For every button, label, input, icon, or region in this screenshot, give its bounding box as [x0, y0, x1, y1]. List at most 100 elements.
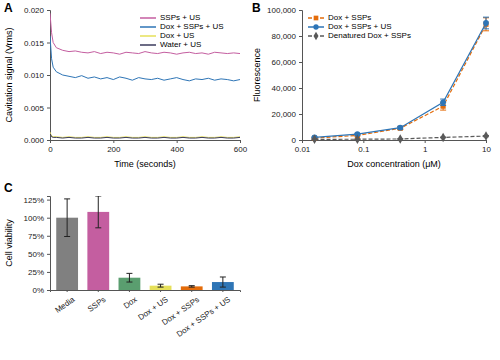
tick-mark	[299, 114, 302, 115]
tick-mark	[191, 290, 192, 292]
tick-mark	[299, 140, 302, 141]
tick-mark	[47, 200, 50, 201]
tick: 10	[482, 140, 491, 154]
axis-line	[303, 141, 487, 144]
legend-item: Dox + SSPs + US	[140, 22, 224, 31]
legend-item: SSPs + US	[140, 13, 200, 22]
tick-mark	[299, 36, 302, 37]
tick: 125%	[24, 196, 50, 205]
tick-label: 50%	[28, 250, 44, 259]
tick: 75%	[28, 232, 50, 241]
tick-mark	[47, 108, 50, 109]
panel-label: B	[252, 1, 261, 15]
series-line	[315, 24, 486, 138]
tick-label: Media	[53, 295, 76, 315]
tick: 1	[423, 140, 428, 154]
tick: 0.015	[24, 39, 50, 48]
tick-label: 0	[48, 145, 53, 154]
tick-mark	[240, 140, 241, 143]
legend-label: Water + US	[160, 40, 201, 49]
tick: 0.01	[295, 140, 311, 154]
panel-label: C	[4, 181, 13, 195]
tick-mark	[299, 62, 302, 63]
series-line	[315, 23, 486, 137]
tick-label: 80,000	[272, 32, 297, 41]
tick-label: Dox + SSPs + US	[175, 295, 232, 339]
y-axis-title: Cavitation signal (Vrms)	[4, 27, 14, 122]
tick: 0.010	[24, 71, 50, 80]
tick-mark	[47, 75, 50, 76]
series-line	[50, 13, 240, 54]
tick: 200	[107, 140, 121, 154]
plot-area	[56, 196, 234, 290]
tick: 100%	[24, 214, 50, 223]
tick: Dox	[122, 290, 139, 311]
tick-label: 0%	[32, 286, 44, 295]
axis: MediaSSPsDoxDox + USDox + SSPsDox + SSPs…	[51, 290, 241, 339]
tick: 0.005	[24, 104, 50, 113]
tick-mark	[67, 290, 68, 292]
tick: 20,000	[272, 110, 302, 119]
tick-label: 1	[423, 145, 428, 154]
legend-item: Dox + SSPs	[308, 13, 371, 22]
legend-item: Water + US	[140, 40, 201, 49]
tick: 0.1	[358, 140, 370, 154]
legend: Dox + SSPsDox + SSPs + USDenatured Dox +…	[308, 13, 411, 40]
figure: 02004006000.0000.0050.0100.0150.020SSPs …	[0, 0, 500, 360]
series-line	[50, 134, 240, 139]
legend-label: Dox + SSPs + US	[160, 22, 224, 31]
y-axis-title: Cell viability	[4, 219, 14, 267]
tick-mark	[113, 140, 114, 143]
tick-label: 0.010	[24, 71, 45, 80]
tick: 600	[234, 140, 248, 154]
legend-label: Dox + US	[160, 31, 194, 40]
point	[355, 134, 360, 143]
tick-label: 0	[292, 136, 297, 145]
tick: 0.020	[24, 6, 50, 15]
tick-label: 200	[107, 145, 121, 154]
axis-line	[47, 11, 51, 141]
axis: 0.000 0.005 0.010 0.015 0.020	[24, 6, 51, 145]
tick-mark	[129, 290, 130, 292]
tick: 80,000	[272, 32, 302, 41]
tick: 0	[48, 140, 53, 154]
tick-mark	[47, 254, 50, 255]
tick-label: 125%	[24, 196, 44, 205]
x-axis-title: Dox concentration (μM)	[347, 159, 441, 169]
axis-line	[51, 141, 241, 144]
tick: 0%	[32, 286, 50, 295]
plot-area	[312, 17, 489, 144]
axis-line	[47, 197, 51, 291]
tick: Dox + SSPs + US	[175, 290, 232, 339]
tick-label: 40,000	[272, 84, 297, 93]
tick-mark	[47, 272, 50, 273]
legend-label: SSPs + US	[160, 13, 200, 22]
tick-mark	[47, 140, 50, 141]
series-line	[50, 36, 240, 81]
error-bar	[126, 273, 132, 282]
tick-mark	[47, 10, 50, 11]
point	[440, 99, 446, 105]
tick-label: 0.000	[24, 136, 45, 145]
tick-label: 25%	[28, 268, 44, 277]
tick-mark	[425, 140, 426, 143]
point	[483, 131, 488, 140]
tick: 400	[170, 140, 184, 154]
panel-label: A	[4, 1, 13, 15]
legend-label: Dox + SSPs + US	[328, 22, 392, 31]
tick-mark	[160, 290, 161, 292]
tick-label: 0.1	[358, 145, 370, 154]
tick: 40,000	[272, 84, 302, 93]
tick-label: Dox	[122, 295, 139, 311]
tick-mark	[47, 43, 50, 44]
tick-label: 0.020	[24, 6, 45, 15]
error-bar	[440, 99, 446, 106]
tick-label: 0.015	[24, 39, 45, 48]
tick: 25%	[28, 268, 50, 277]
tick-mark	[363, 140, 364, 143]
point	[440, 133, 445, 142]
legend-item: Dox + SSPs + US	[308, 22, 392, 31]
tick: 50%	[28, 250, 50, 259]
axis: 0% 25% 50% 75% 100% 125%	[24, 196, 51, 295]
legend-item: Denatured Dox + SSPs	[308, 31, 411, 40]
